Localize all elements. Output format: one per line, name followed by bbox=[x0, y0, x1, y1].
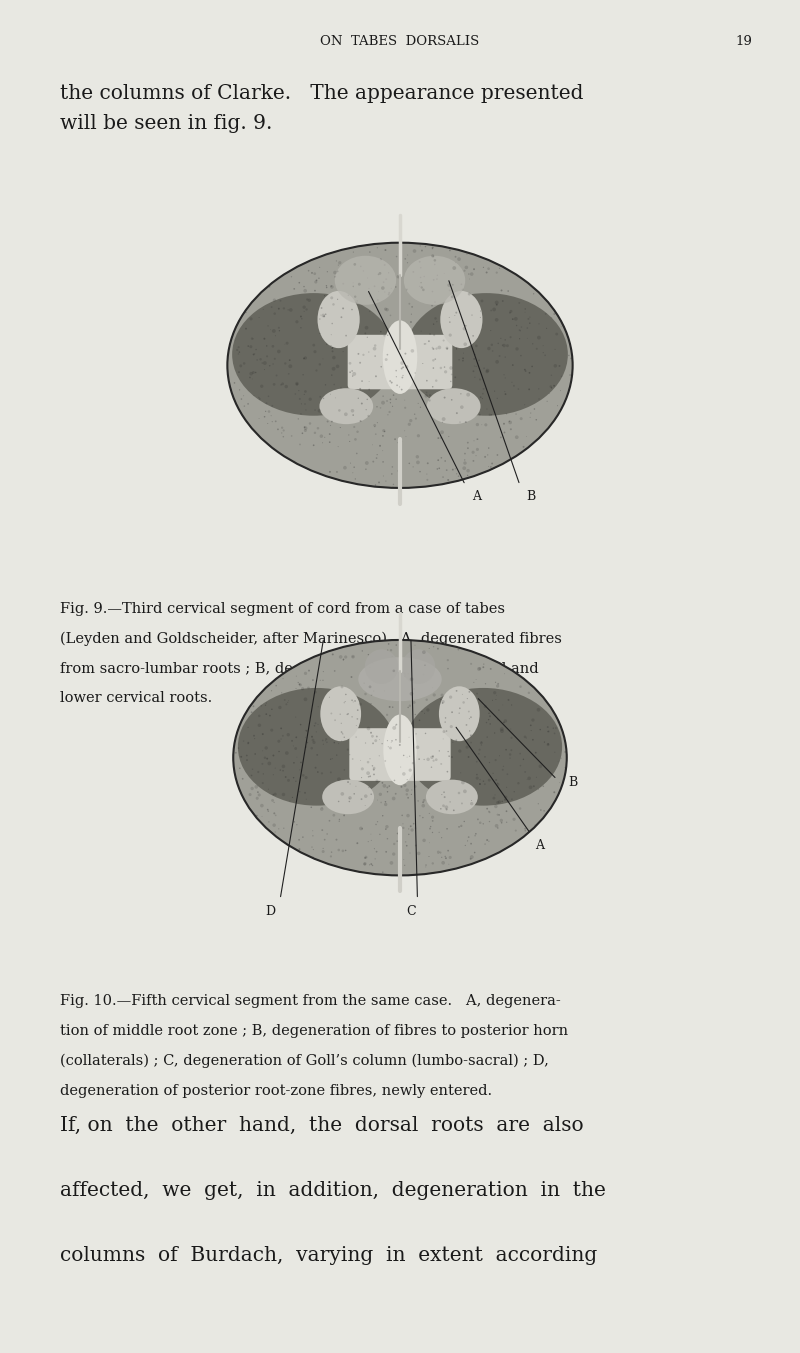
Text: If, on  the  other  hand,  the  dorsal  roots  are  also: If, on the other hand, the dorsal roots … bbox=[60, 1116, 584, 1135]
Text: lower cervical roots.: lower cervical roots. bbox=[60, 691, 212, 705]
Text: 19: 19 bbox=[735, 35, 753, 49]
Text: (collaterals) ; C, degeneration of Goll’s column (lumbo-sacral) ; D,: (collaterals) ; C, degeneration of Goll’… bbox=[60, 1054, 549, 1069]
Text: tion of middle root zone ; B, degeneration of fibres to posterior horn: tion of middle root zone ; B, degenerati… bbox=[60, 1024, 568, 1038]
Text: affected,  we  get,  in  addition,  degeneration  in  the: affected, we get, in addition, degenerat… bbox=[60, 1181, 606, 1200]
Text: Fig. 9.—Third cervical segment of cord from a case of tabes: Fig. 9.—Third cervical segment of cord f… bbox=[60, 602, 505, 616]
Text: degeneration of posterior root-zone fibres, newly entered.: degeneration of posterior root-zone fibr… bbox=[60, 1084, 492, 1097]
Text: Fig. 10.—Fifth cervical segment from the same case.   A, degenera-: Fig. 10.—Fifth cervical segment from the… bbox=[60, 994, 561, 1008]
Text: from sacro-lumbar roots ; B, degenerated fibres from dorsal and: from sacro-lumbar roots ; B, degenerated… bbox=[60, 662, 538, 675]
Text: will be seen in fig. 9.: will be seen in fig. 9. bbox=[60, 114, 272, 133]
Text: (Leyden and Goldscheider, after Marinesco).  A, degenerated fibres: (Leyden and Goldscheider, after Marinesc… bbox=[60, 632, 562, 647]
Text: the columns of Clarke.   The appearance presented: the columns of Clarke. The appearance pr… bbox=[60, 84, 583, 103]
Text: columns  of  Burdach,  varying  in  extent  according: columns of Burdach, varying in extent ac… bbox=[60, 1246, 598, 1265]
Text: ON  TABES  DORSALIS: ON TABES DORSALIS bbox=[320, 35, 480, 49]
